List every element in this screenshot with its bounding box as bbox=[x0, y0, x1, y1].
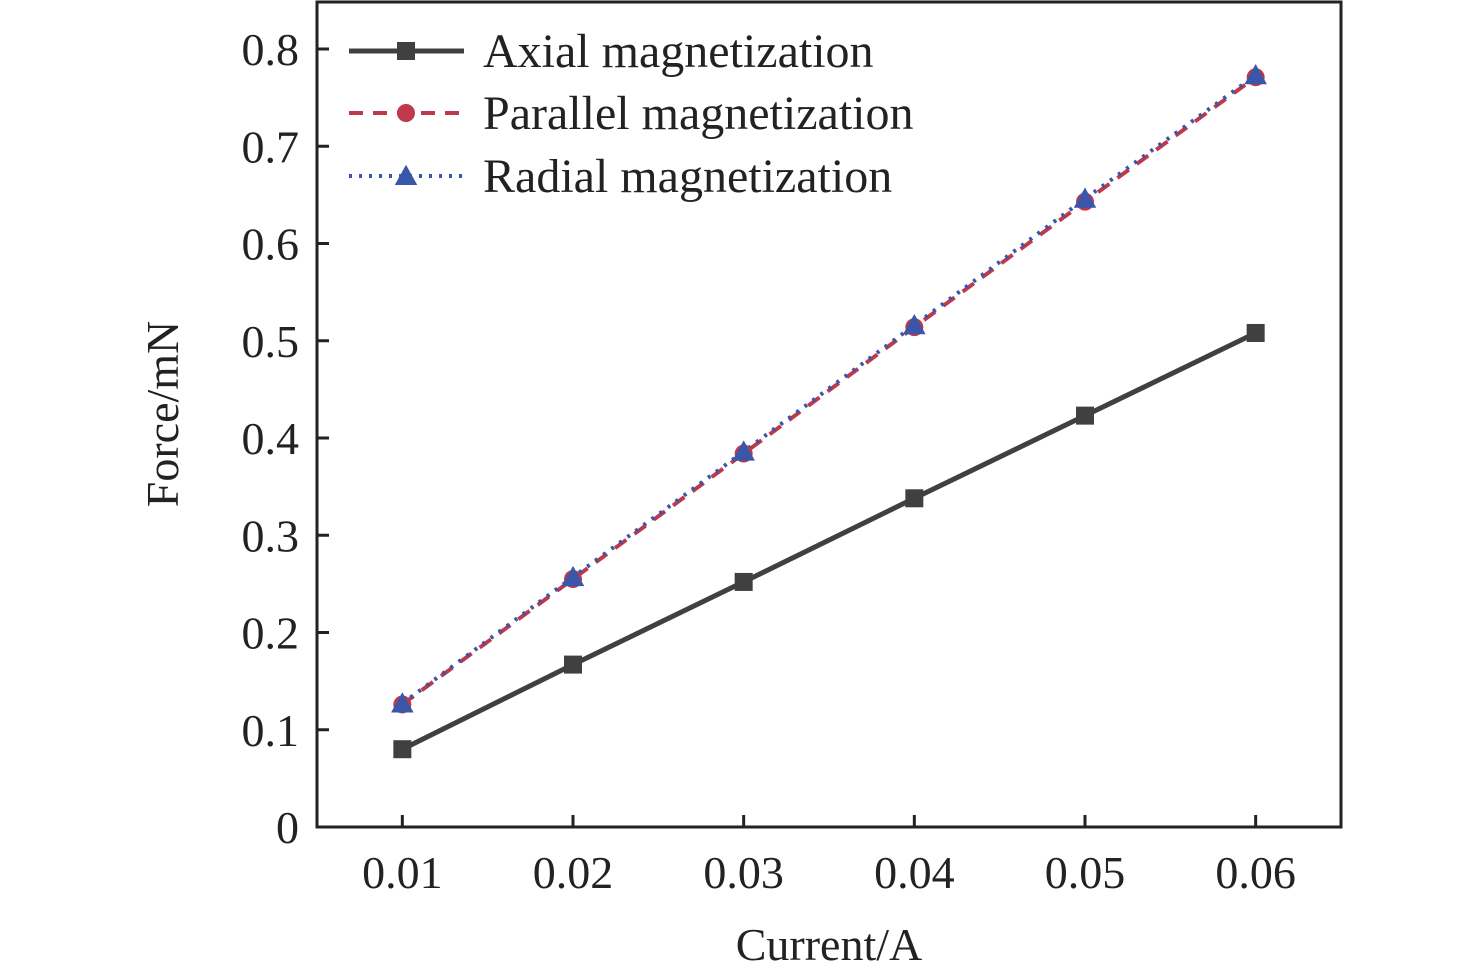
y-tick-label: 0.6 bbox=[242, 219, 300, 270]
legend-label-1: Axial magnetization bbox=[483, 25, 874, 78]
y-axis-label: Force/mN bbox=[137, 321, 188, 508]
data-point-series-3 bbox=[1073, 187, 1097, 208]
y-tick-label: 0.1 bbox=[242, 705, 300, 756]
legend: Axial magnetization Parallel magnetizatio… bbox=[349, 25, 914, 203]
data-point-series-3 bbox=[903, 313, 926, 335]
data-point-series-3 bbox=[561, 565, 585, 587]
x-axis-label: Current/A bbox=[736, 919, 923, 970]
series-lines bbox=[401, 73, 1257, 752]
y-axis-ticks: 0 0.1 0.2 0.3 0.4 0.5 0.6 0.7 0.8 bbox=[242, 24, 329, 853]
data-point-series-1 bbox=[905, 489, 924, 508]
data-point-series-3 bbox=[732, 440, 755, 461]
y-tick-label: 0.8 bbox=[242, 24, 300, 75]
series-line-2 bbox=[401, 75, 1257, 707]
x-tick-label: 0.02 bbox=[533, 847, 614, 898]
x-axis-ticks: 0.01 0.02 0.03 0.04 0.05 0.06 bbox=[362, 815, 1296, 898]
y-tick-label: 0.7 bbox=[242, 121, 300, 172]
plot-frame bbox=[315, 0, 1343, 829]
data-point-series-3 bbox=[391, 692, 414, 713]
series-line-3 bbox=[401, 73, 1257, 706]
x-tick-label: 0.06 bbox=[1215, 847, 1296, 898]
y-tick-label: 0.5 bbox=[242, 316, 300, 367]
legend-label-3: Radial magnetization bbox=[483, 150, 892, 203]
x-tick-label: 0.04 bbox=[874, 847, 955, 898]
y-tick-label: 0.2 bbox=[242, 608, 300, 659]
series-line-1 bbox=[401, 330, 1257, 752]
x-tick-label: 0.03 bbox=[703, 847, 784, 898]
data-point-series-1 bbox=[393, 740, 412, 759]
data-point-series-1 bbox=[734, 572, 753, 591]
x-tick-label: 0.05 bbox=[1045, 847, 1126, 898]
data-point-series-1 bbox=[564, 655, 582, 674]
legend-label-2: Parallel magnetization bbox=[483, 87, 914, 140]
x-tick-label: 0.01 bbox=[362, 847, 443, 898]
legend-marker-3 bbox=[394, 164, 418, 185]
series-markers bbox=[391, 64, 1267, 759]
legend-marker-2 bbox=[397, 104, 415, 122]
y-tick-label: 0.3 bbox=[242, 510, 300, 561]
data-point-series-1 bbox=[1246, 323, 1265, 342]
data-point-series-1 bbox=[1076, 406, 1094, 425]
data-point-series-3 bbox=[1244, 64, 1267, 85]
legend-marker-1 bbox=[397, 42, 415, 60]
y-tick-label: 0.4 bbox=[242, 413, 300, 464]
y-tick-label: 0 bbox=[276, 802, 299, 853]
